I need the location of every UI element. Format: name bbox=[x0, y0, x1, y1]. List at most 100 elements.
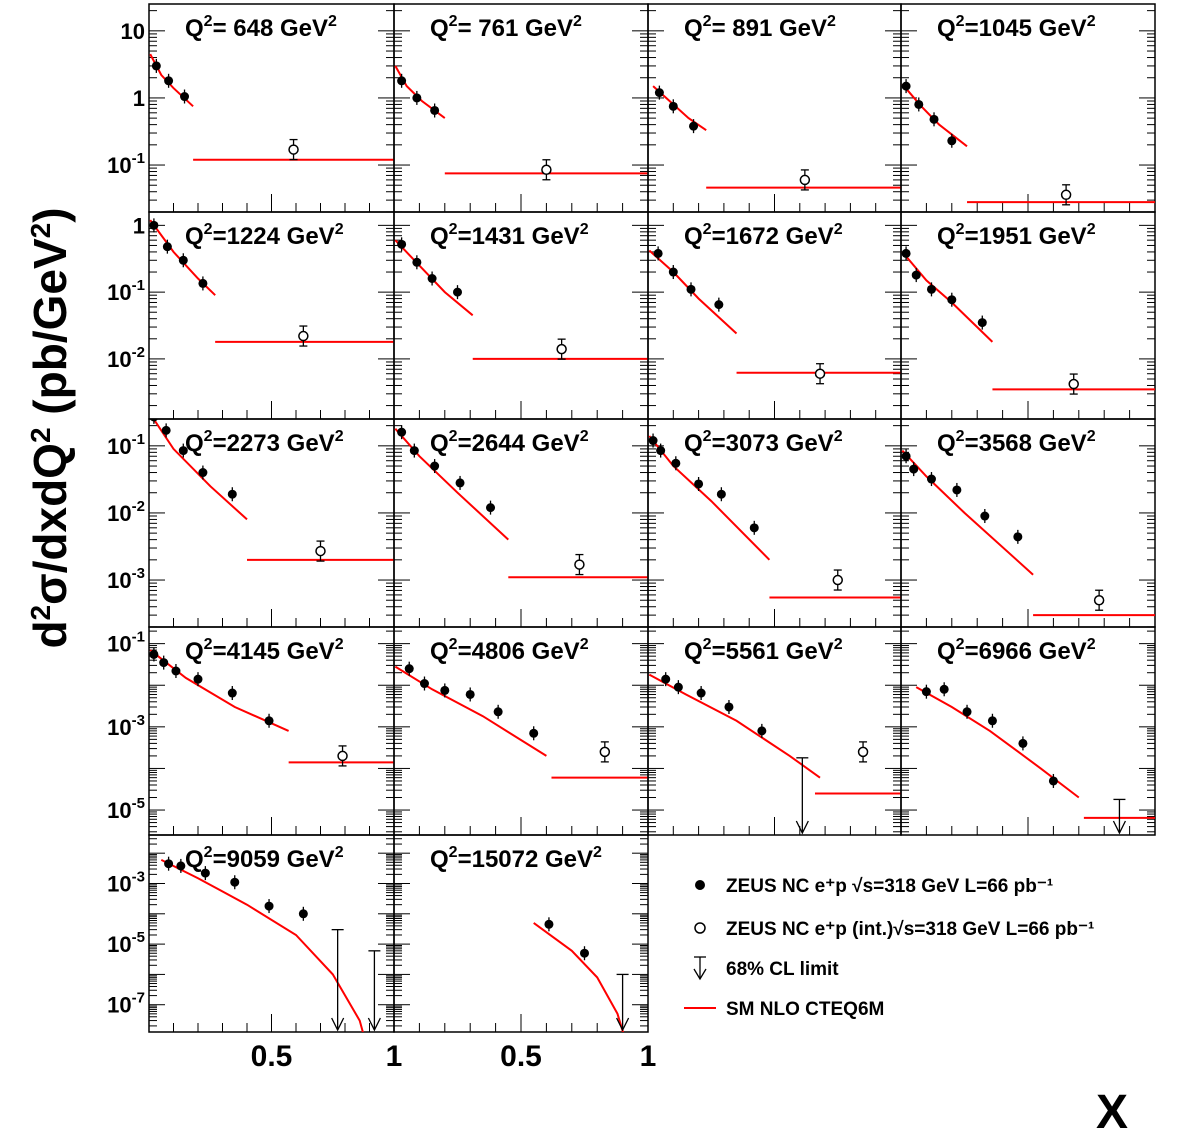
data-point bbox=[544, 919, 554, 929]
data-point bbox=[178, 255, 188, 265]
data-point bbox=[648, 436, 658, 446]
data-point bbox=[689, 121, 699, 131]
data-point bbox=[939, 684, 949, 694]
panel-q2-1045: Q2=1045 GeV2 bbox=[900, 3, 1156, 213]
integrated-data-point bbox=[574, 559, 585, 570]
data-point bbox=[397, 239, 407, 249]
panel-title: Q2=1951 GeV2 bbox=[937, 221, 1096, 250]
data-point bbox=[1013, 532, 1023, 542]
theory-curve bbox=[394, 428, 509, 541]
data-point bbox=[668, 267, 678, 277]
legend-label: ZEUS NC e⁺p √s=318 GeV L=66 pb⁻¹ bbox=[726, 876, 1053, 897]
data-point bbox=[757, 726, 767, 736]
data-point bbox=[668, 101, 678, 111]
data-point bbox=[580, 948, 589, 958]
data-point bbox=[714, 300, 724, 310]
limit-arrow-head bbox=[367, 1017, 381, 1032]
panel-title: Q2=1431 GeV2 bbox=[430, 221, 589, 250]
integrated-data-point bbox=[337, 750, 348, 762]
legend-label: ZEUS NC e⁺p (int.)√s=318 GeV L=66 pb⁻¹ bbox=[726, 919, 1094, 940]
x-tick-label: 1 bbox=[640, 1040, 657, 1073]
data-point bbox=[980, 511, 990, 521]
data-point bbox=[397, 76, 407, 86]
data-point bbox=[412, 93, 422, 103]
panel-q2-4806: Q2=4806 GeV2 bbox=[393, 626, 649, 836]
y-tick-label: 1 bbox=[133, 213, 145, 238]
data-point bbox=[911, 270, 921, 280]
data-point bbox=[164, 76, 174, 86]
integrated-data-point bbox=[288, 144, 299, 155]
panel-q2-1951: Q2=1951 GeV2 bbox=[900, 211, 1156, 420]
data-point bbox=[178, 446, 188, 456]
data-point bbox=[397, 427, 407, 437]
data-point bbox=[694, 479, 704, 489]
panel-q2-6966: Q2=6966 GeV2 bbox=[900, 626, 1156, 836]
theory-curve bbox=[901, 83, 968, 148]
data-point bbox=[926, 284, 936, 294]
data-point bbox=[430, 105, 440, 115]
legend-entry: 68% CL limit bbox=[693, 956, 839, 981]
limit-arrow-head bbox=[795, 820, 809, 835]
data-point bbox=[947, 295, 957, 305]
y-tick-label: 10-1 bbox=[107, 629, 145, 657]
y-tick-label: 10-3 bbox=[107, 565, 145, 593]
data-point bbox=[180, 92, 190, 102]
y-tick-label: 10-3 bbox=[107, 712, 145, 740]
legend-label: 68% CL limit bbox=[726, 959, 839, 980]
data-point bbox=[412, 257, 422, 267]
data-point bbox=[901, 451, 911, 461]
x-tick-label: 0.5 bbox=[251, 1040, 293, 1073]
data-point bbox=[409, 446, 419, 456]
y-tick-label: 10-1 bbox=[107, 150, 145, 178]
data-point bbox=[947, 136, 957, 146]
data-point bbox=[696, 688, 706, 698]
data-point bbox=[230, 877, 240, 887]
data-point bbox=[151, 61, 161, 71]
limit-arrow-head bbox=[331, 1017, 345, 1032]
data-point bbox=[171, 666, 181, 676]
data-point bbox=[430, 461, 440, 471]
panel-q2-761: Q2= 761 GeV2 bbox=[393, 3, 649, 213]
data-point bbox=[159, 658, 169, 668]
panel-q2-3568: Q2=3568 GeV2 bbox=[900, 418, 1156, 628]
panel-title: Q2=3073 GeV2 bbox=[684, 428, 843, 457]
panel-title: Q2=1672 GeV2 bbox=[684, 221, 843, 250]
data-point bbox=[686, 284, 696, 294]
theory-curve bbox=[394, 665, 547, 757]
data-point bbox=[921, 687, 931, 697]
legend-entry: SM NLO CTEQ6M bbox=[684, 999, 884, 1020]
y-tick-label: 10 bbox=[121, 19, 145, 44]
data-point bbox=[198, 278, 208, 288]
integrated-data-point bbox=[1060, 189, 1072, 201]
y-tick-label: 10-5 bbox=[107, 929, 145, 957]
legend-filled-circle-marker bbox=[695, 880, 705, 890]
data-point bbox=[914, 99, 924, 109]
data-point bbox=[419, 679, 429, 689]
integrated-data-point bbox=[298, 330, 309, 342]
theory-curve bbox=[648, 673, 821, 779]
panel-q2-2273: 10-1 10-2 10-3 Q2=2273 GeV2 bbox=[107, 418, 395, 628]
y-tick-label: 10-7 bbox=[107, 990, 145, 1018]
integrated-data-point bbox=[556, 343, 567, 355]
panel-title: Q2=2644 GeV2 bbox=[430, 428, 589, 457]
y-axis-label: d2σ/dxdQ2 (pb/GeV2) bbox=[24, 207, 76, 648]
data-point bbox=[901, 248, 911, 258]
y-tick-label: 10-2 bbox=[107, 498, 145, 526]
data-point bbox=[227, 489, 237, 499]
y-tick-label: 10-3 bbox=[107, 868, 145, 896]
data-point bbox=[987, 716, 997, 726]
data-point bbox=[176, 861, 186, 871]
data-point bbox=[952, 485, 962, 495]
panel-title: Q2=6966 GeV2 bbox=[937, 636, 1096, 665]
legend-entry: ZEUS NC e⁺p √s=318 GeV L=66 pb⁻¹ bbox=[695, 876, 1053, 897]
data-point bbox=[529, 728, 539, 738]
data-point bbox=[926, 474, 936, 484]
panel-q2-891: Q2= 891 GeV2 bbox=[647, 3, 902, 213]
y-tick-label: 10-1 bbox=[107, 277, 145, 305]
data-point bbox=[901, 81, 911, 91]
data-point bbox=[161, 425, 171, 435]
data-point bbox=[149, 419, 158, 422]
data-point bbox=[654, 88, 664, 98]
data-point bbox=[493, 707, 503, 717]
